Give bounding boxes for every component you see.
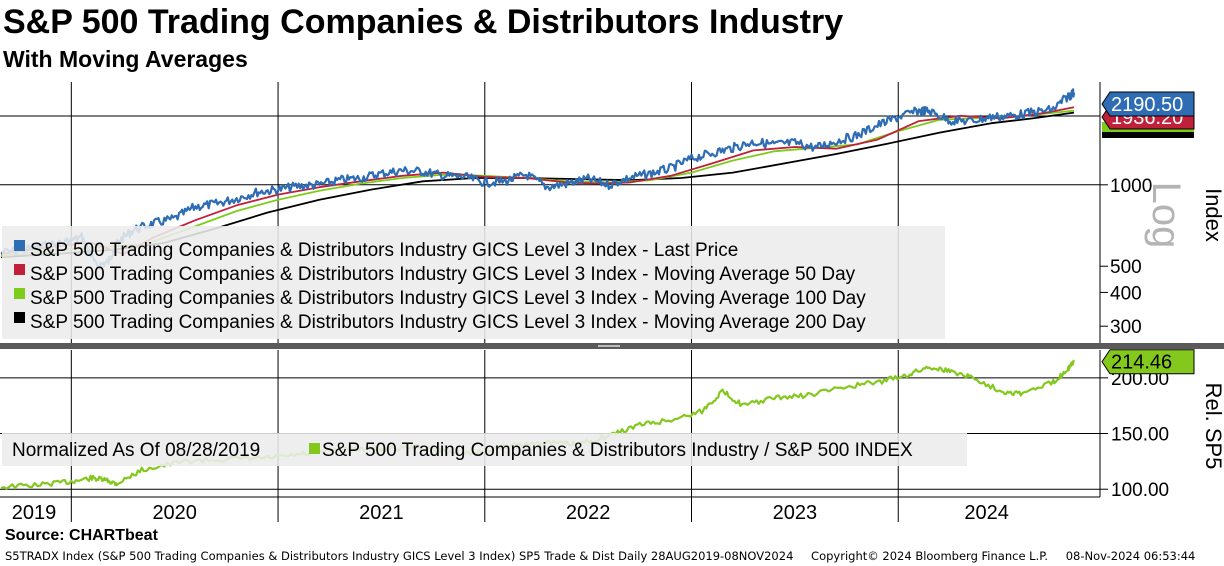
legend-note: Normalized As Of 08/28/2019 (12, 440, 260, 461)
series-line-last-price (0, 88, 1076, 271)
legend-entry: S&P 500 Trading Companies & Distributors… (322, 440, 913, 461)
x-tick-label: 2024 (964, 502, 1009, 524)
x-tick-label: 2020 (152, 502, 197, 524)
legend-entry: S&P 500 Trading Companies & Distributors… (30, 264, 856, 285)
footer-ticker: S5TRADX Index (S&P 500 Trading Companies… (5, 549, 794, 563)
upper-y-tick-label: 400 (1110, 283, 1142, 304)
lower-y-axis-title: Rel. SP5 (1201, 383, 1224, 470)
lower-y-tick-label: 100.00 (1111, 480, 1169, 501)
lower-y-tick-label: 150.00 (1111, 425, 1169, 446)
legend-swatch-ma50 (14, 264, 25, 275)
upper-y-tick-label: 1000 (1110, 176, 1152, 197)
upper-scale-label: Log (1144, 182, 1188, 249)
callout-last-price: 2190.50 (1101, 91, 1195, 117)
legend-background (2, 433, 967, 466)
legend-entry: S&P 500 Trading Companies & Distributors… (30, 288, 866, 309)
callout-last-price-label: 2190.50 (1111, 94, 1183, 116)
upper-y-axis-title: Index (1201, 188, 1224, 242)
callout-relative: 214.46 (1101, 349, 1195, 375)
callout-relative-shape (1101, 349, 1195, 375)
source-label: Source: CHARTbeat (5, 527, 158, 544)
legend-swatch-relative (309, 443, 320, 454)
upper-y-tick-label: 500 (1110, 257, 1142, 278)
legend-swatch-last-price (14, 240, 25, 251)
footer-timestamp: 08-Nov-2024 06:53:44 (1065, 549, 1196, 563)
upper-y-tick-label: 300 (1110, 317, 1142, 338)
x-tick-label: 2021 (359, 502, 404, 524)
lower-legend: Normalized As Of 08/28/2019 S&P 500 Tradi… (2, 433, 967, 466)
x-tick-label: 2023 (773, 502, 818, 524)
legend-entry: S&P 500 Trading Companies & Distributors… (30, 312, 866, 333)
page-title: S&P 500 Trading Companies & Distributors… (3, 3, 844, 41)
panel-divider-grip (598, 345, 620, 347)
legend-entry: S&P 500 Trading Companies & Distributors… (30, 240, 738, 261)
upper-legend: S&P 500 Trading Companies & Distributors… (2, 226, 945, 339)
legend-background (2, 226, 945, 339)
footer-copyright: Copyright© 2024 Bloomberg Finance L.P. (811, 549, 1049, 563)
x-tick-label: 2019 (12, 502, 57, 524)
x-axis: 2019 2020 2021 2022 2023 2024 (12, 497, 1009, 524)
page-subtitle: With Moving Averages (3, 46, 248, 72)
callout-relative-label: 214.46 (1111, 352, 1172, 374)
footer: S5TRADX Index (S&P 500 Trading Companies… (5, 549, 1209, 563)
legend-swatch-ma100 (14, 288, 25, 299)
legend-swatch-ma200 (14, 312, 25, 323)
callout-last-price-shape (1101, 91, 1195, 117)
series-line-relative (0, 359, 1075, 490)
x-tick-label: 2022 (566, 502, 611, 524)
